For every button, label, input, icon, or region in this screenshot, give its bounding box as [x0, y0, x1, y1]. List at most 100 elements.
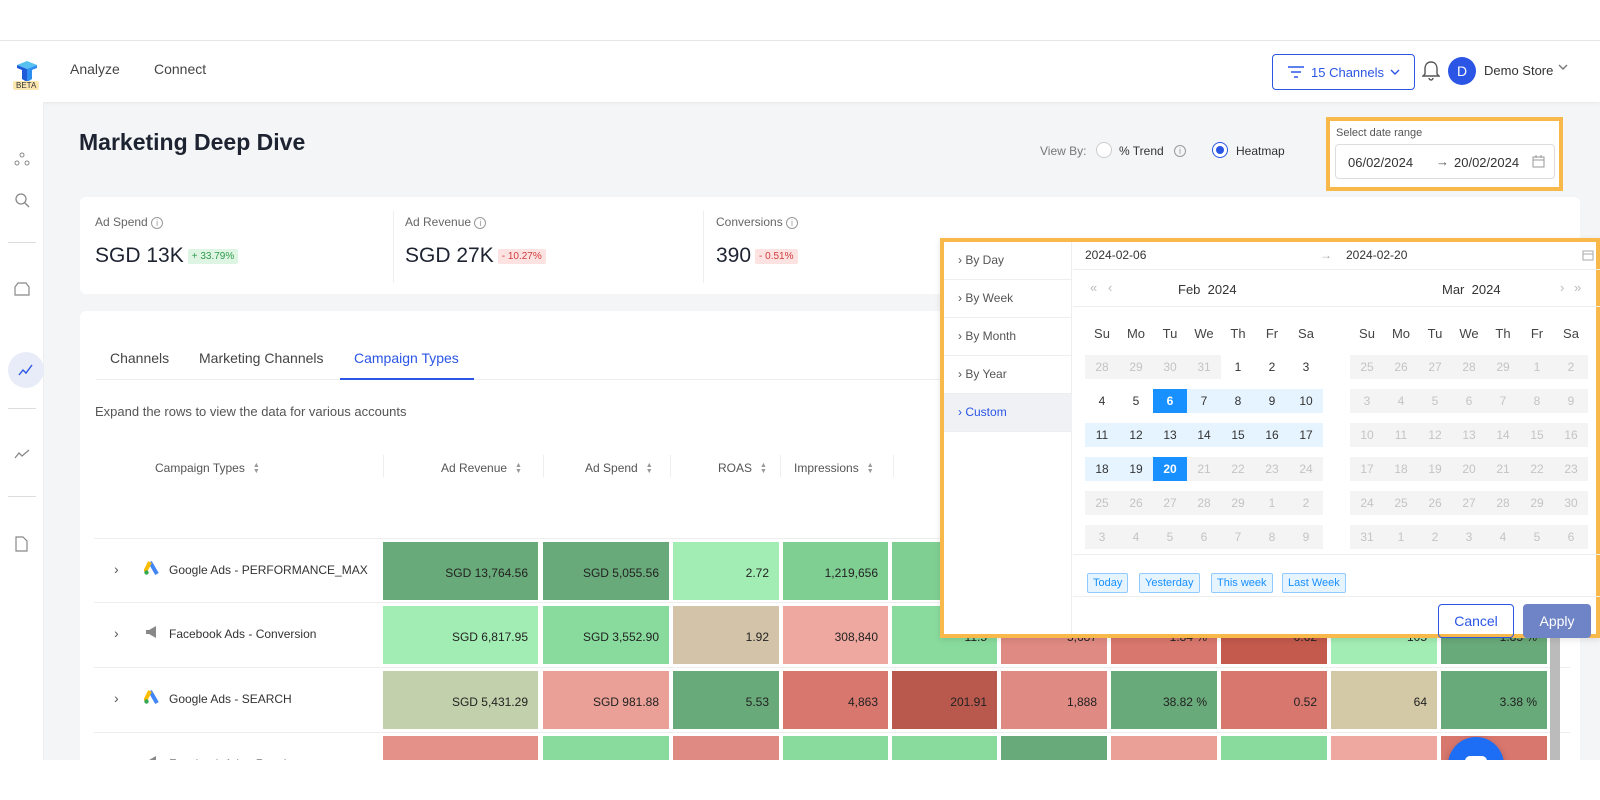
left-year-label[interactable]: 2024 — [1207, 282, 1237, 297]
tab-marketing-channels[interactable]: Marketing Channels — [199, 350, 324, 366]
right-month-label[interactable]: Mar — [1442, 282, 1465, 297]
info-icon[interactable]: i — [786, 217, 799, 229]
right-year-label[interactable]: 2024 — [1471, 282, 1501, 297]
col-header-ad-revenue[interactable]: Ad Revenue ▲ ▼ — [441, 461, 522, 475]
sort-icon[interactable]: ▲ ▼ — [515, 461, 522, 475]
next-year-icon[interactable]: » — [1574, 280, 1582, 295]
calendar-day[interactable]: 26 — [1418, 491, 1452, 515]
quick-yesterday-button[interactable]: Yesterday — [1139, 573, 1200, 593]
calendar-day[interactable]: 21 — [1187, 457, 1221, 481]
calendar-day[interactable]: 19 — [1418, 457, 1452, 481]
calendar-day[interactable]: 14 — [1187, 423, 1221, 447]
tab-channels[interactable]: Channels — [110, 350, 170, 366]
calendar-day[interactable]: 3 — [1085, 525, 1119, 549]
calendar-day[interactable]: 28 — [1187, 491, 1221, 515]
sort-icon[interactable]: ▲ ▼ — [645, 461, 653, 475]
calendar-day[interactable]: 1 — [1520, 355, 1554, 379]
calendar-day[interactable]: 15 — [1520, 423, 1554, 447]
info-icon[interactable]: i — [1174, 145, 1186, 157]
calendar-day[interactable]: 11 — [1085, 423, 1119, 447]
calendar-day[interactable]: 25 — [1085, 491, 1119, 515]
calendar-day[interactable]: 14 — [1486, 423, 1520, 447]
info-icon[interactable]: i — [151, 217, 164, 229]
trend-radio[interactable] — [1096, 142, 1112, 158]
calendar-day[interactable]: 31 — [1350, 525, 1384, 549]
quick-this-week-button[interactable]: This week — [1211, 573, 1273, 593]
calendar-day[interactable]: 7 — [1486, 389, 1520, 413]
table-scrollbar[interactable] — [1550, 581, 1560, 760]
calendar-day[interactable]: 10 — [1289, 389, 1323, 413]
calendar-day[interactable]: 28 — [1085, 355, 1119, 379]
calendar-day[interactable]: 5 — [1132, 394, 1140, 408]
marketing-chart-icon[interactable] — [18, 363, 34, 377]
calendar-day[interactable]: 27 — [1418, 355, 1452, 379]
calendar-day[interactable]: 16 — [1255, 423, 1289, 447]
prev-month-icon[interactable]: ‹ — [1108, 280, 1113, 295]
calendar-day[interactable]: 4 — [1098, 394, 1106, 408]
calendar-day[interactable]: 25 — [1384, 491, 1418, 515]
calendar-day[interactable]: 9 — [1554, 389, 1588, 413]
next-month-icon[interactable]: › — [1560, 280, 1565, 295]
calendar-day[interactable]: 26 — [1384, 355, 1418, 379]
quick-today-button[interactable]: Today — [1087, 573, 1129, 593]
calendar-day[interactable]: 8 — [1520, 389, 1554, 413]
calendar-day[interactable]: 5 — [1520, 525, 1554, 549]
calendar-day[interactable]: 25 — [1350, 355, 1384, 379]
calendar-end-input[interactable]: 2024-02-20 — [1346, 248, 1408, 262]
calendar-day[interactable]: 2 — [1554, 355, 1588, 379]
calendar-day[interactable]: 8 — [1221, 389, 1255, 413]
calendar-day[interactable]: 3 — [1350, 389, 1384, 413]
calendar-day[interactable]: 27 — [1153, 491, 1187, 515]
sort-icon[interactable]: ▲ ▼ — [252, 461, 260, 475]
calendar-day[interactable]: 29 — [1119, 355, 1153, 379]
calendar-day[interactable]: 2 — [1268, 360, 1276, 374]
store-icon[interactable] — [14, 282, 30, 296]
calendar-day[interactable]: 8 — [1255, 525, 1289, 549]
cancel-button[interactable]: Cancel — [1438, 604, 1514, 638]
nodes-icon[interactable] — [14, 152, 30, 166]
calendar-day[interactable]: 26 — [1119, 491, 1153, 515]
calendar-day[interactable]: 2 — [1289, 491, 1323, 515]
calendar-day[interactable]: 3 — [1452, 525, 1486, 549]
channels-filter-button[interactable]: 15 Channels — [1272, 54, 1415, 90]
calendar-day[interactable]: 31 — [1187, 355, 1221, 379]
avatar[interactable]: D — [1448, 57, 1476, 85]
calendar-day[interactable]: 6 — [1153, 389, 1187, 413]
calendar-day[interactable]: 9 — [1289, 525, 1323, 549]
calendar-day[interactable]: 3 — [1302, 360, 1310, 374]
col-header-campaign-types[interactable]: Campaign Types ▲ ▼ — [155, 461, 260, 475]
calendar-day[interactable]: 4 — [1384, 389, 1418, 413]
preset-by-week[interactable]: › By Week — [944, 280, 1072, 318]
info-icon[interactable]: i — [474, 217, 487, 229]
tab-campaign-types[interactable]: Campaign Types — [354, 350, 459, 366]
expand-chevron-icon[interactable]: › — [114, 625, 119, 641]
trend-line-icon[interactable] — [14, 448, 30, 460]
calendar-day[interactable]: 7 — [1187, 389, 1221, 413]
calendar-day[interactable]: 16 — [1554, 423, 1588, 447]
calendar-day[interactable]: 13 — [1153, 423, 1187, 447]
calendar-day[interactable]: 10 — [1350, 423, 1384, 447]
calendar-day[interactable]: 28 — [1486, 491, 1520, 515]
calendar-day[interactable]: 27 — [1452, 491, 1486, 515]
col-header-roas[interactable]: ROAS ▲ ▼ — [718, 461, 767, 475]
calendar-day[interactable]: 29 — [1486, 355, 1520, 379]
calendar-day[interactable]: 23 — [1255, 457, 1289, 481]
store-name[interactable]: Demo Store — [1484, 63, 1554, 78]
sort-icon[interactable]: ▲ ▼ — [866, 461, 874, 475]
calendar-start-input[interactable]: 2024-02-06 — [1085, 248, 1147, 262]
preset-by-year[interactable]: › By Year — [944, 356, 1072, 394]
store-chevron-down-icon[interactable] — [1558, 63, 1568, 71]
calendar-day[interactable]: 30 — [1554, 491, 1588, 515]
sort-icon[interactable]: ▲ ▼ — [760, 461, 767, 475]
calendar-day[interactable]: 22 — [1520, 457, 1554, 481]
calendar-day[interactable]: 9 — [1255, 389, 1289, 413]
search-analytics-icon[interactable] — [14, 192, 30, 208]
calendar-day[interactable]: 29 — [1221, 491, 1255, 515]
calendar-day[interactable]: 1 — [1384, 525, 1418, 549]
bell-icon[interactable] — [1422, 60, 1440, 82]
preset-by-day[interactable]: › By Day — [944, 242, 1072, 280]
left-month-label[interactable]: Feb — [1178, 282, 1201, 297]
chat-launcher-button[interactable] — [1448, 737, 1504, 760]
nav-analyze[interactable]: Analyze — [70, 61, 120, 77]
expand-chevron-icon[interactable]: › — [114, 561, 119, 577]
